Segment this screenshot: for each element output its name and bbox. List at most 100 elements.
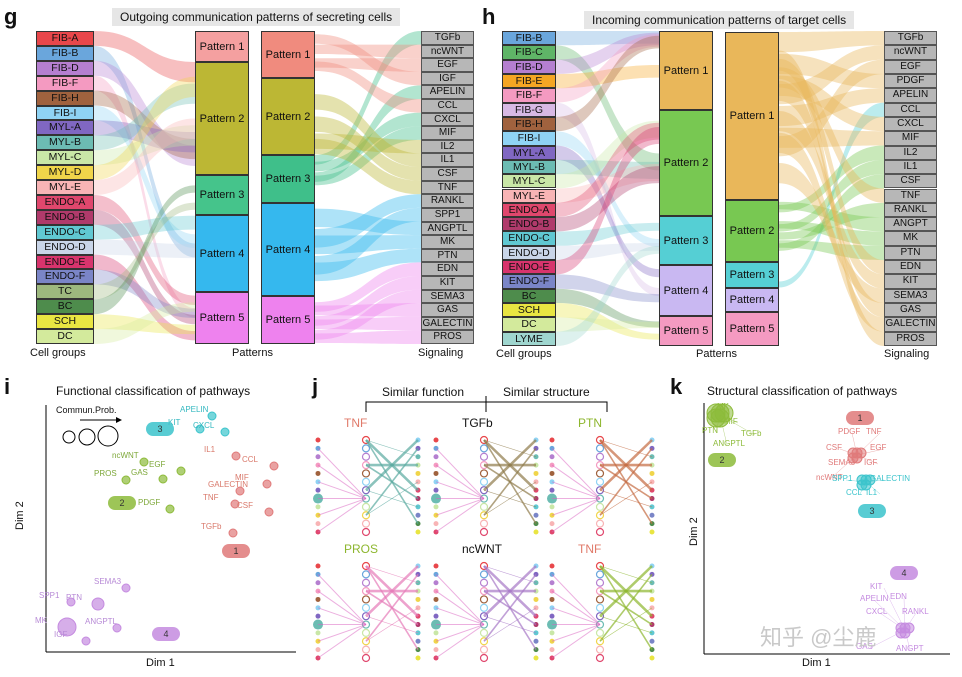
cell-group-box: MYL-D [36, 165, 94, 181]
g-xlabel-cells: Cell groups [30, 347, 86, 359]
i-point [176, 466, 186, 476]
k-point-label: SPP1 [832, 474, 853, 483]
flow-ribbon [556, 45, 659, 171]
flow-ribbon [556, 317, 659, 332]
cell-group-box: ENDO-A [502, 202, 556, 218]
k-point-label: GAS [856, 642, 873, 651]
flow-ribbon [779, 127, 884, 148]
j-node-mid [479, 527, 489, 537]
cell-group-box: SCH [36, 314, 94, 330]
i-point [165, 504, 175, 514]
j-node-mid [361, 452, 371, 461]
signaling-box: GALECTIN [884, 317, 937, 332]
flow-ribbon [315, 207, 421, 275]
signaling-box: PROS [884, 331, 937, 346]
i-cluster-pill: 3 [146, 422, 174, 436]
j-edge [435, 624, 485, 642]
i-cluster-pill: 4 [152, 627, 180, 641]
i-legend-circle [62, 430, 76, 444]
j-node-mid [479, 603, 489, 612]
signaling-box: GAS [421, 303, 474, 317]
flow-ribbon [556, 164, 659, 203]
j-node-left [433, 630, 439, 636]
k-point-label: APELIN [860, 594, 889, 603]
j-node-mid [595, 653, 605, 663]
i-point-label: ncWNT [112, 451, 139, 460]
i-point-label: CCL [242, 455, 259, 464]
i-point-label: ANGPTL [85, 617, 118, 626]
i-point-label: IGF [54, 630, 68, 639]
signaling-box: IL2 [884, 145, 937, 160]
signaling-box: ANGPTL [421, 221, 474, 236]
k-point-label: CCL [846, 488, 863, 497]
k-point-label: ANGPT [896, 644, 924, 653]
j-node-mid [595, 477, 605, 486]
j-node-left [315, 487, 321, 493]
signaling-box: ANGPT [884, 217, 937, 232]
j-edge [599, 439, 653, 458]
j-node-left [549, 470, 555, 476]
g-xlabel-signaling: Signaling [418, 347, 464, 359]
flow-ribbon [556, 166, 659, 232]
panel-g-title: Outgoing communication patterns of secre… [112, 8, 401, 26]
j-node-left [433, 437, 439, 443]
flow-ribbon [315, 85, 421, 182]
flow-ribbon [315, 61, 421, 113]
cell-group-box: ENDO-F [502, 274, 556, 289]
cell-group-box: ENDO-C [502, 231, 556, 246]
j-edge [483, 573, 537, 642]
flow-ribbon [556, 288, 659, 328]
flow-ribbon [556, 126, 659, 275]
j-node-left [315, 521, 321, 527]
j-edge [551, 590, 601, 625]
j-title: PTN [578, 416, 602, 430]
flow-ribbon [94, 215, 195, 240]
i-point-label: MK [35, 616, 47, 625]
j-node-mid [595, 469, 605, 478]
k-point-label: EGF [870, 443, 887, 452]
flow-ribbon [779, 240, 884, 261]
j-node-mid [479, 653, 489, 663]
i-point-label: SPP1 [39, 591, 60, 600]
flow-ribbon [94, 314, 195, 335]
j-node-left [315, 613, 321, 619]
j-edge [317, 498, 367, 516]
j-edge [483, 565, 537, 618]
j-node-right [415, 470, 421, 476]
j-edge [551, 498, 601, 516]
j-node-left [433, 504, 439, 510]
j-edge [317, 607, 367, 626]
signaling-box: RANKL [421, 194, 474, 208]
k-point-label: ANGPTL [713, 439, 746, 448]
cell-group-box: MYL-E [36, 180, 94, 195]
i-legend-circle [78, 428, 96, 446]
flow-ribbon [556, 222, 659, 246]
flow-ribbon [779, 174, 884, 251]
j-title: TGFb [462, 416, 493, 430]
i-point-label: PTN [66, 593, 82, 602]
j-node-mid [595, 444, 605, 453]
j-node-left [549, 596, 555, 602]
flow-ribbon [315, 208, 421, 236]
flow-ribbon [556, 245, 659, 346]
signaling-box: GALECTIN [421, 316, 474, 331]
signaling-box: CXCL [421, 112, 474, 127]
flow-ribbon [94, 60, 195, 166]
i-point [91, 597, 105, 611]
j-edge [317, 481, 367, 500]
i-point-label: GAS [131, 468, 148, 477]
i-point [121, 583, 131, 593]
k-point-label: MIF [724, 417, 738, 426]
i-cluster-pill: 2 [108, 496, 136, 510]
j-title: PROS [344, 542, 379, 556]
panel-h-letter: h [482, 4, 496, 29]
cell-group-box: ENDO-D [36, 239, 94, 255]
j-node-mid [479, 578, 489, 587]
flow-ribbon [315, 31, 421, 165]
k-cluster-pill: 2 [708, 453, 736, 467]
i-point-label: IL1 [204, 445, 216, 454]
cell-group-box: DC [36, 329, 94, 344]
signaling-box: PTN [421, 248, 474, 263]
j-edge [483, 439, 537, 492]
flow-ribbon [315, 289, 421, 340]
